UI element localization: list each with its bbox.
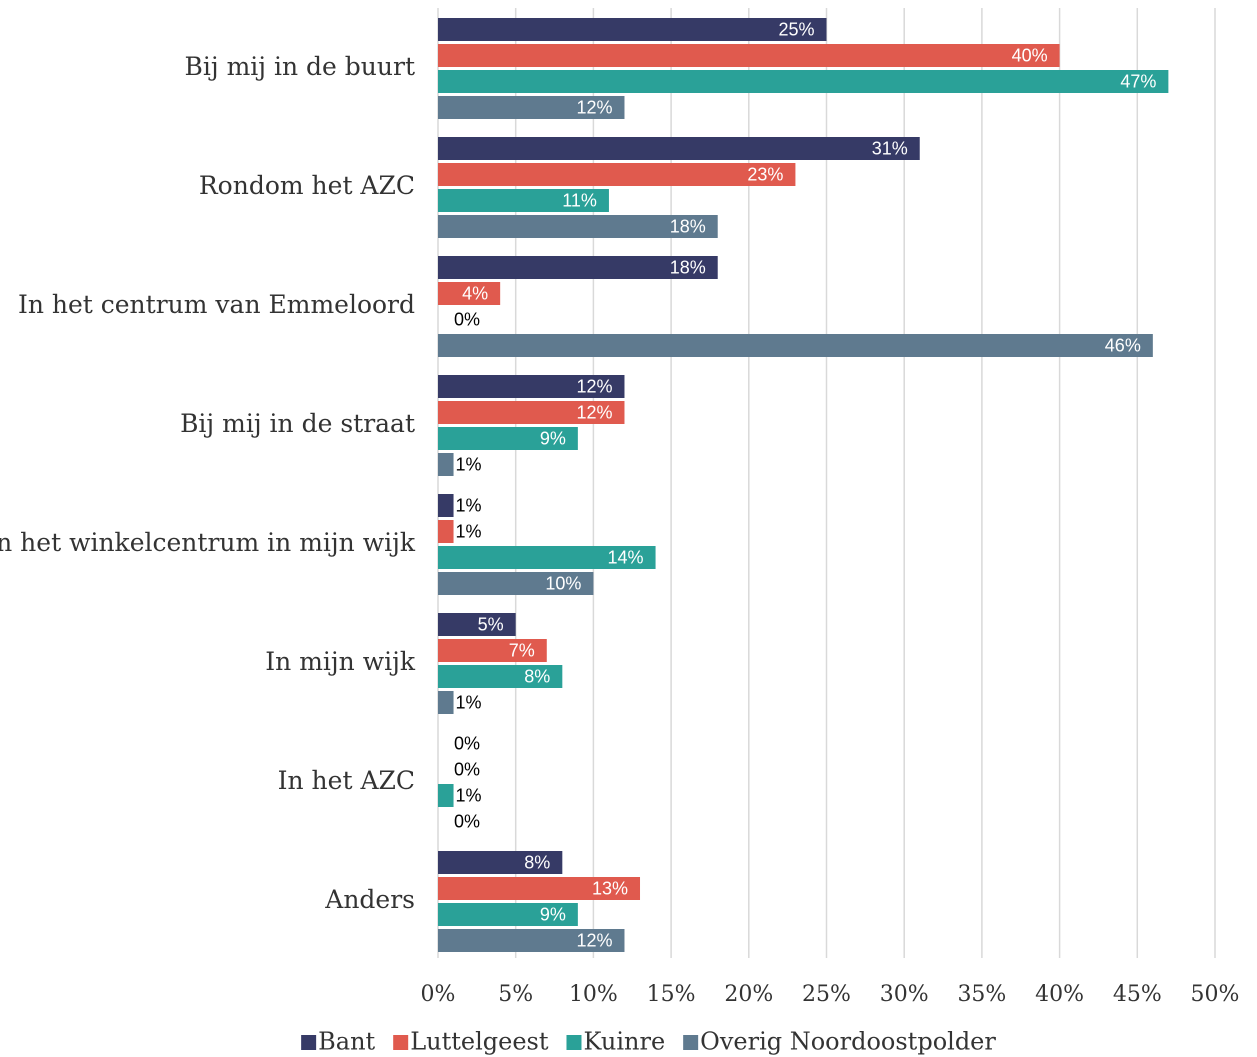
category-label: In het winkelcentrum in mijn wijk [0,528,416,557]
category-label: Bij mij in de straat [180,409,415,438]
bar [438,851,563,874]
bar [438,613,516,636]
category-label: Rondom het AZC [199,171,415,200]
category-label: In het centrum van Emmeloord [18,290,415,319]
bar [438,256,718,279]
x-tick-label: 45% [1113,982,1162,1007]
category-label: Anders [324,885,415,914]
data-label: 14% [608,547,644,567]
x-tick-label: 15% [647,982,696,1007]
data-label: 5% [478,614,504,634]
data-label: 1% [456,495,482,515]
category-label: In mijn wijk [265,647,416,676]
legend-label: Bant [318,1028,375,1056]
legend-swatch [301,1035,317,1050]
bar [438,877,641,900]
bar [438,784,454,807]
bar [438,453,454,476]
bar [438,691,454,714]
data-label: 1% [456,454,482,474]
data-label: 11% [562,190,597,210]
data-label: 25% [778,19,814,39]
data-label: 7% [509,640,535,660]
bar [438,520,454,543]
bar [438,401,625,424]
x-tick-label: 40% [1035,982,1084,1007]
bar [438,189,609,212]
legend-label: Overig Noordoostpolder [700,1028,996,1056]
data-label: 8% [524,852,550,872]
bar [438,44,1060,67]
bar [438,96,625,119]
data-label: 18% [670,257,706,277]
data-label: 1% [456,785,482,805]
bar [438,546,656,569]
x-tick-label: 0% [421,982,456,1007]
data-label: 12% [576,376,612,396]
legend-label: Luttelgeest [410,1028,549,1056]
legend-label: Kuinre [583,1028,665,1056]
data-label: 9% [540,904,566,924]
category-label: In het AZC [278,766,415,795]
legend-swatch [683,1035,699,1050]
data-label: 9% [540,428,566,448]
data-label: 12% [576,930,612,950]
legend-swatch [393,1035,409,1050]
bar [438,494,454,517]
data-label: 46% [1105,335,1141,355]
bar [438,929,625,952]
data-label: 0% [454,811,480,831]
x-tick-label: 20% [724,982,773,1007]
x-tick-label: 25% [802,982,851,1007]
bar [438,375,625,398]
x-tick-label: 10% [569,982,618,1007]
data-label: 12% [576,402,612,422]
data-label: 13% [592,878,628,898]
x-tick-label: 50% [1191,982,1240,1007]
x-tick-label: 30% [880,982,929,1007]
data-label: 1% [456,692,482,712]
legend-swatch [566,1035,582,1050]
data-label: 0% [454,733,480,753]
bar [438,334,1153,357]
bar [438,572,594,595]
data-label: 23% [747,164,783,184]
bar [438,665,563,688]
bar [438,163,796,186]
bar [438,18,827,41]
bar [438,137,920,160]
x-tick-label: 35% [957,982,1006,1007]
x-tick-label: 5% [498,982,533,1007]
data-label: 31% [872,138,908,158]
bar [438,282,501,305]
bar [438,639,547,662]
bar [438,70,1169,93]
data-label: 40% [1012,45,1048,65]
data-label: 8% [524,666,550,686]
data-label: 12% [576,97,612,117]
data-label: 4% [462,283,488,303]
data-label: 1% [456,521,482,541]
bar [438,903,578,926]
data-label: 18% [670,216,706,236]
bar [438,427,578,450]
data-label: 0% [454,309,480,329]
data-label: 0% [454,759,480,779]
data-label: 47% [1120,71,1156,91]
bar [438,215,718,238]
category-label: Bij mij in de buurt [185,52,415,81]
data-label: 10% [545,573,581,593]
